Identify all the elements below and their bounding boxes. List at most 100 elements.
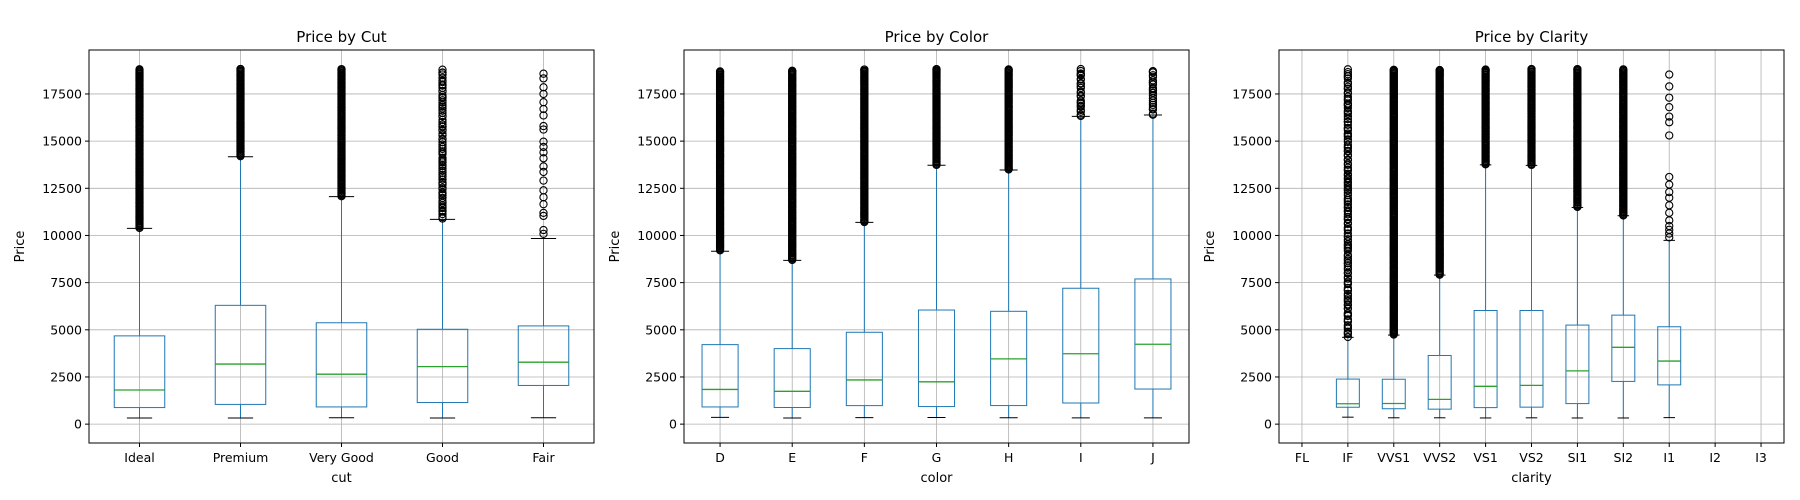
flier-point: [1343, 332, 1353, 342]
flier-point: [438, 76, 447, 85]
flier-point: [1665, 225, 1674, 234]
box-iqr: [1657, 326, 1682, 386]
x-tick-label: Good: [426, 450, 459, 465]
y-tick-label: 15000: [42, 134, 82, 149]
x-tick-label: G: [932, 450, 942, 465]
fliers: [1619, 65, 1628, 220]
flier-point: [1148, 103, 1158, 112]
y-tick-label: 15000: [1232, 134, 1272, 149]
box-VVS1: [1381, 65, 1406, 419]
chart-title: Price by Clarity: [1475, 28, 1589, 46]
box-iqr: [113, 335, 166, 409]
flier-point: [1665, 103, 1674, 112]
box-Good: [416, 65, 469, 419]
x-tick-label: SI1: [1568, 450, 1588, 465]
flier-point: [539, 208, 548, 218]
fliers: [1389, 65, 1398, 339]
box-iqr: [1473, 309, 1498, 409]
box-iqr: [1335, 378, 1360, 408]
y-tick-label: 5000: [1240, 322, 1272, 337]
flier-point: [539, 229, 548, 239]
box-F: [845, 65, 883, 419]
flier-point: [715, 67, 725, 76]
box-iqr: [1134, 278, 1172, 390]
x-tick-label: J: [1150, 450, 1155, 465]
flier-point: [1343, 88, 1353, 97]
flier-point: [1665, 131, 1674, 140]
fliers: [135, 65, 144, 233]
y-tick-label: 0: [669, 417, 677, 432]
flier-point: [438, 68, 447, 77]
flier-point: [1343, 120, 1353, 129]
y-tick-label: 12500: [637, 181, 677, 196]
x-tick-label: Ideal: [124, 450, 154, 465]
flier-point: [1389, 65, 1398, 75]
x-tick-label: F: [861, 450, 868, 465]
fliers: [1665, 70, 1674, 242]
x-tick-label: I1: [1663, 450, 1675, 465]
y-tick-label: 0: [74, 417, 82, 432]
flier-point: [539, 137, 548, 146]
flier-point: [1343, 191, 1353, 200]
flier-point: [1343, 327, 1353, 336]
flier-point: [860, 65, 869, 74]
flier-point: [1343, 65, 1353, 74]
y-tick-label: 2500: [1240, 369, 1272, 384]
chart-panel-1: 0 2500 5000 7500 10000 12500 15000 17500 Ideal Pr…: [13, 28, 595, 486]
flier-point: [1343, 254, 1353, 264]
box-I: [1062, 64, 1100, 419]
flier-point: [438, 170, 447, 180]
flier-point: [1343, 135, 1353, 144]
y-tick-label: 17500: [42, 86, 82, 101]
flier-point: [1343, 206, 1353, 215]
flier-point: [1343, 289, 1353, 299]
y-tick-label: 17500: [637, 86, 677, 101]
chart-panel-3: 0 2500 5000 7500 10000 12500 15000 17500 FL IF VVS…: [1203, 28, 1785, 486]
x-tick-label: I: [1079, 450, 1083, 465]
x-tick-label: Premium: [213, 450, 269, 465]
fliers: [715, 67, 725, 255]
flier-point: [1148, 76, 1158, 85]
box-iqr: [1611, 314, 1636, 382]
flier-point: [539, 154, 548, 163]
flier-point: [539, 125, 548, 134]
fliers: [860, 65, 869, 227]
y-tick-label: 5000: [645, 322, 677, 337]
flier-point: [1076, 96, 1085, 105]
flier-point: [539, 83, 548, 92]
flier-point: [1343, 321, 1353, 330]
flier-point: [539, 167, 548, 177]
box-iqr: [517, 325, 570, 386]
flier-point: [438, 140, 447, 149]
box-G: [917, 64, 956, 418]
box-I1: [1657, 70, 1682, 419]
flier-point: [1527, 64, 1536, 74]
y-tick-label: 10000: [637, 228, 677, 243]
flier-point: [1343, 140, 1353, 149]
x-axis-label: clarity: [1511, 471, 1552, 486]
chart-panel-2: 0 2500 5000 7500 10000 12500 15000 17500 D E F G H I J…: [608, 28, 1190, 486]
flier-point: [1076, 64, 1085, 74]
x-tick-label: H: [1004, 450, 1013, 465]
flier-point: [1343, 94, 1353, 103]
fliers: [1076, 64, 1085, 121]
box-SI2: [1611, 65, 1636, 419]
flier-point: [1076, 69, 1085, 78]
y-tick-label: 2500: [50, 369, 82, 384]
flier-point: [1343, 261, 1353, 270]
flier-point: [1343, 117, 1353, 126]
fliers: [236, 64, 245, 161]
flier-point: [438, 96, 447, 105]
flier-point: [1343, 235, 1353, 244]
flier-point: [438, 183, 447, 192]
flier-point: [539, 186, 548, 195]
box-IF: [1335, 65, 1360, 418]
x-tick-label: VS1: [1473, 450, 1497, 465]
flier-point: [539, 148, 548, 157]
flier-point: [1343, 67, 1353, 77]
box-iqr: [701, 344, 739, 408]
flier-point: [438, 65, 447, 74]
flier-point: [1343, 155, 1353, 164]
box-iqr: [1565, 324, 1590, 405]
